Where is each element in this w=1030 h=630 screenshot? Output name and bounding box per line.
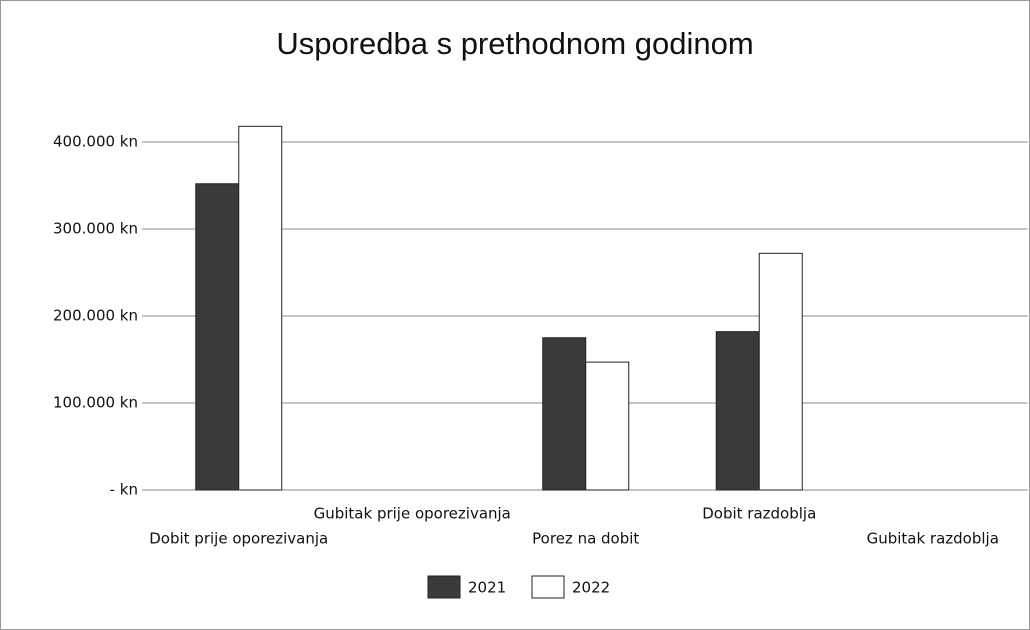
bar (195, 183, 240, 491)
x-tick-label: Gubitak razdoblja (867, 530, 999, 548)
bar (585, 361, 630, 491)
legend-label: 2021 (468, 579, 506, 597)
chart-title: Usporedba s prethodnom godinom (276, 26, 753, 61)
y-tick-label: 400.000 kn (53, 133, 138, 151)
x-tick-label: Porez na dobit (532, 530, 639, 548)
x-tick-label: Dobit prije oporezivanja (149, 530, 328, 548)
legend-swatch (427, 575, 461, 599)
bar (542, 337, 587, 491)
y-tick-label: - kn (110, 481, 138, 499)
bar (758, 252, 803, 491)
bar (238, 125, 283, 491)
legend-label: 2022 (572, 579, 610, 597)
y-tick-label: 100.000 kn (53, 394, 138, 412)
y-tick-label: 200.000 kn (53, 307, 138, 325)
legend-swatch (531, 575, 565, 599)
bar (715, 331, 760, 491)
x-tick-label: Dobit razdoblja (702, 505, 816, 523)
x-tick-label: Gubitak prije oporezivanja (314, 505, 511, 523)
y-tick-label: 300.000 kn (53, 220, 138, 238)
